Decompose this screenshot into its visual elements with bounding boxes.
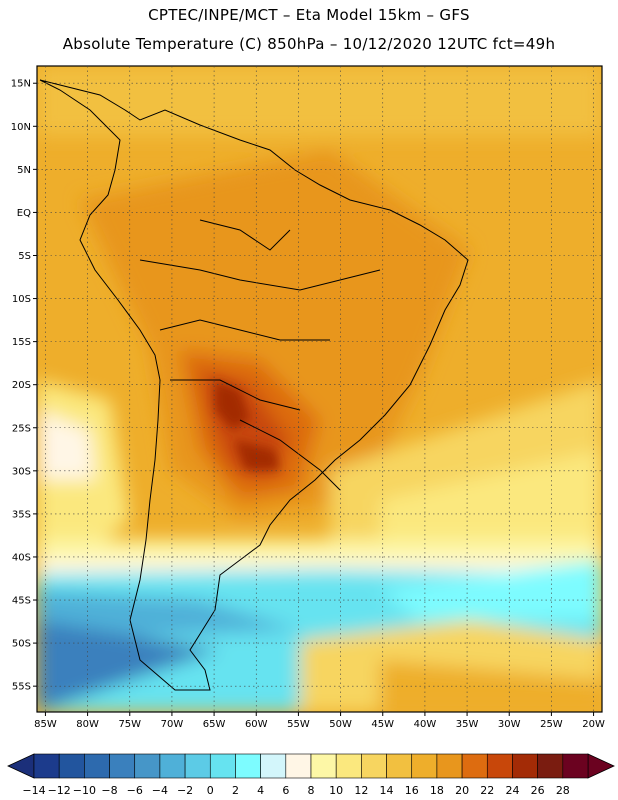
lon-label: 40W (414, 719, 437, 730)
latitude-labels: 15N 10N 5N EQ 5S 10S 15S 20S 25S 30S 35S 40S 45S 50S 5… (11, 79, 31, 693)
lon-label: 25W (540, 719, 563, 730)
colorbar-swatch (361, 753, 387, 779)
lat-label: 5S (18, 251, 31, 262)
colorbar-swatch (411, 753, 438, 779)
colorbar-label: 26 (531, 784, 545, 797)
colorbar-label: 0 (207, 784, 214, 797)
lat-label: 40S (12, 552, 31, 563)
colorbar-swatch (310, 753, 337, 779)
colorbar-label: 4 (257, 784, 264, 797)
colorbar-low-end (7, 753, 35, 779)
colorbar-label: 22 (480, 784, 494, 797)
lon-label: 35W (456, 719, 479, 730)
colorbar-label: 10 (329, 784, 343, 797)
colorbar-swatch (109, 753, 136, 779)
lat-label: EQ (17, 208, 31, 219)
colorbar-label: 6 (282, 784, 289, 797)
colorbar (7, 753, 615, 779)
colorbar-swatch (33, 753, 60, 779)
colorbar-label: 2 (232, 784, 239, 797)
colorbar-swatch (436, 753, 463, 779)
colorbar-high-end (587, 753, 615, 779)
lat-label: 35S (12, 509, 31, 520)
colorbar-label: 16 (405, 784, 419, 797)
colorbar-label: 18 (430, 784, 444, 797)
colorbar-label: 28 (556, 784, 570, 797)
lat-label: 50S (12, 639, 31, 650)
coastlines (39, 79, 469, 691)
graticule (33, 66, 602, 716)
lon-label: 85W (34, 719, 57, 730)
temperature-field (37, 66, 602, 712)
lat-label: 20S (12, 380, 31, 391)
colorbar-label: −6 (127, 784, 143, 797)
colorbar-labels: −14 −12 −10 −8 −6 −4 −2 0 2 4 6 8 10 12 14 16 18 20 22 24 26… (22, 784, 569, 797)
colorbar-label: −14 (22, 784, 45, 797)
lon-label: 50W (329, 719, 352, 730)
colorbar-swatch (335, 753, 362, 779)
lat-label: 15N (11, 79, 31, 90)
lat-label: 55S (12, 682, 31, 693)
lon-label: 60W (245, 719, 268, 730)
lat-label: 25S (12, 423, 31, 434)
colorbar-swatch (285, 753, 312, 779)
lat-label: 10N (11, 122, 31, 133)
colorbar-label: 14 (380, 784, 394, 797)
colorbar-swatch (562, 753, 589, 779)
lon-label: 45W (371, 719, 394, 730)
colorbar-swatch (461, 753, 488, 779)
lat-label: 15S (12, 337, 31, 348)
lat-label: 5N (17, 165, 31, 176)
colorbar-swatch (134, 753, 161, 779)
colorbar-label: 8 (308, 784, 315, 797)
colorbar-swatch (184, 753, 211, 779)
colorbar-swatch (512, 753, 538, 779)
colorbar-label: −4 (152, 784, 168, 797)
title-line-2: Absolute Temperature (C) 850hPa – 10/12/… (62, 35, 556, 53)
colorbar-swatch (260, 753, 287, 779)
title-line-1: CPTEC/INPE/MCT – Eta Model 15km – GFS (148, 6, 470, 24)
lon-label: 30W (498, 719, 521, 730)
longitude-labels: 85W 80W 75W 70W 65W 60W 55W 50W 45W 40W 35W 30W 25W 2… (34, 719, 605, 730)
lon-label: 75W (118, 719, 141, 730)
colorbar-swatch (209, 753, 236, 779)
colorbar-swatch (235, 753, 261, 779)
lat-label: 10S (12, 294, 31, 305)
lon-label: 70W (161, 719, 184, 730)
colorbar-swatch (159, 753, 186, 779)
lon-label: 80W (76, 719, 99, 730)
colorbar-swatch (84, 753, 110, 779)
lon-label: 65W (203, 719, 226, 730)
colorbar-label: −8 (101, 784, 117, 797)
map-frame (36, 65, 603, 713)
colorbar-label: −10 (73, 784, 96, 797)
colorbar-label: 20 (455, 784, 469, 797)
colorbar-swatch (486, 753, 513, 779)
colorbar-swatch (58, 753, 85, 779)
colorbar-swatch (386, 753, 413, 779)
lat-label: 45S (12, 596, 31, 607)
lon-label: 20W (582, 719, 605, 730)
lat-label: 30S (12, 466, 31, 477)
colorbar-label: −12 (48, 784, 71, 797)
colorbar-label: 12 (354, 784, 368, 797)
lon-label: 55W (287, 719, 310, 730)
colorbar-label: 24 (505, 784, 519, 797)
colorbar-swatch (537, 753, 564, 779)
colorbar-label: −2 (177, 784, 193, 797)
